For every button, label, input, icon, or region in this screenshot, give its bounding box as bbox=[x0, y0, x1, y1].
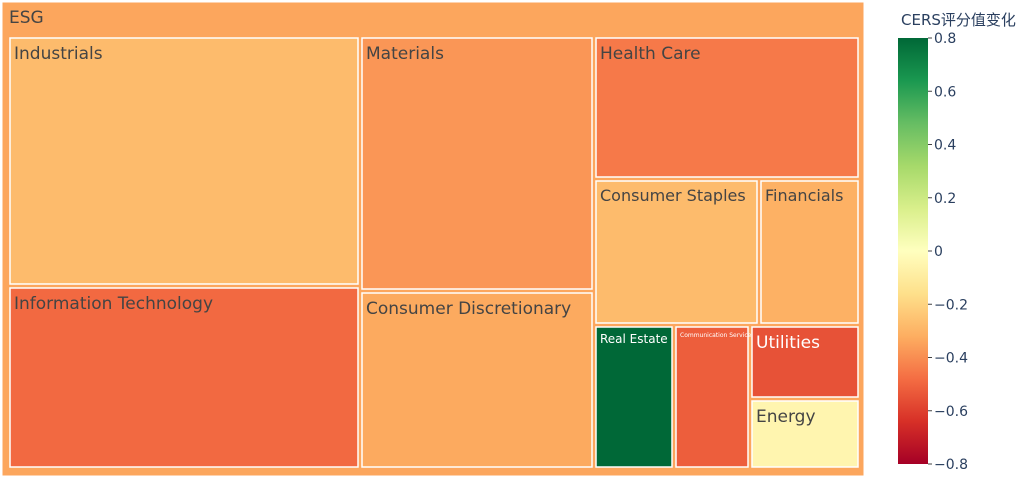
colorbar-tick-label: −0.8 bbox=[934, 457, 968, 473]
tile-real-estate[interactable] bbox=[595, 326, 673, 468]
colorbar-gradient bbox=[898, 38, 928, 464]
colorbar-tick-label: 0.8 bbox=[934, 31, 956, 47]
tile-label-financials: Financials bbox=[765, 186, 843, 205]
colorbar-tick-label: −0.6 bbox=[934, 404, 968, 420]
tile-label-energy: Energy bbox=[756, 407, 816, 427]
tile-utilities[interactable] bbox=[751, 326, 859, 398]
tile-label-real-estate: Real Estate bbox=[600, 332, 668, 346]
colorbar-tick-label: 0.6 bbox=[934, 84, 956, 100]
tile-label-consumer-discretionary: Consumer Discretionary bbox=[366, 299, 571, 319]
tile-label-esg: ESG bbox=[9, 8, 44, 28]
tile-label-information-technology: Information Technology bbox=[14, 294, 213, 314]
colorbar-title: CERS评分值变化 bbox=[901, 11, 1016, 29]
tile-label-communication-services: Communication Services bbox=[680, 332, 755, 339]
tile-label-industrials: Industrials bbox=[14, 44, 103, 64]
tile-information-technology[interactable] bbox=[9, 287, 359, 468]
tile-consumer-discretionary[interactable] bbox=[361, 292, 593, 468]
tile-industrials[interactable] bbox=[9, 37, 359, 285]
colorbar-tick-label: 0 bbox=[934, 244, 943, 260]
tile-health-care[interactable] bbox=[595, 37, 859, 178]
colorbar-tick-label: 0.2 bbox=[934, 191, 956, 207]
colorbar-tick-label: −0.4 bbox=[934, 351, 968, 367]
colorbar: CERS评分值变化 0.8 0.6 0.4 0.2 0 −0.2 −0.4 −0.6 −0.8 bbox=[898, 11, 1016, 473]
tile-materials[interactable] bbox=[361, 37, 593, 290]
tile-communication-services[interactable] bbox=[675, 326, 749, 468]
colorbar-tick-label: −0.2 bbox=[934, 297, 968, 313]
treemap-tiles: ESG Industrials Information Technology Mate… bbox=[1, 1, 865, 477]
tile-label-consumer-staples: Consumer Staples bbox=[600, 186, 746, 205]
tile-label-utilities: Utilities bbox=[756, 333, 820, 353]
tile-label-health-care: Health Care bbox=[600, 44, 701, 64]
tile-financials[interactable] bbox=[760, 180, 859, 324]
colorbar-tick-label: 0.4 bbox=[934, 138, 956, 154]
colorbar-ticks: 0.8 0.6 0.4 0.2 0 −0.2 −0.4 −0.6 −0.8 bbox=[928, 31, 968, 473]
tile-consumer-staples[interactable] bbox=[595, 180, 758, 324]
tile-energy[interactable] bbox=[751, 400, 859, 468]
tile-label-materials: Materials bbox=[366, 44, 444, 64]
